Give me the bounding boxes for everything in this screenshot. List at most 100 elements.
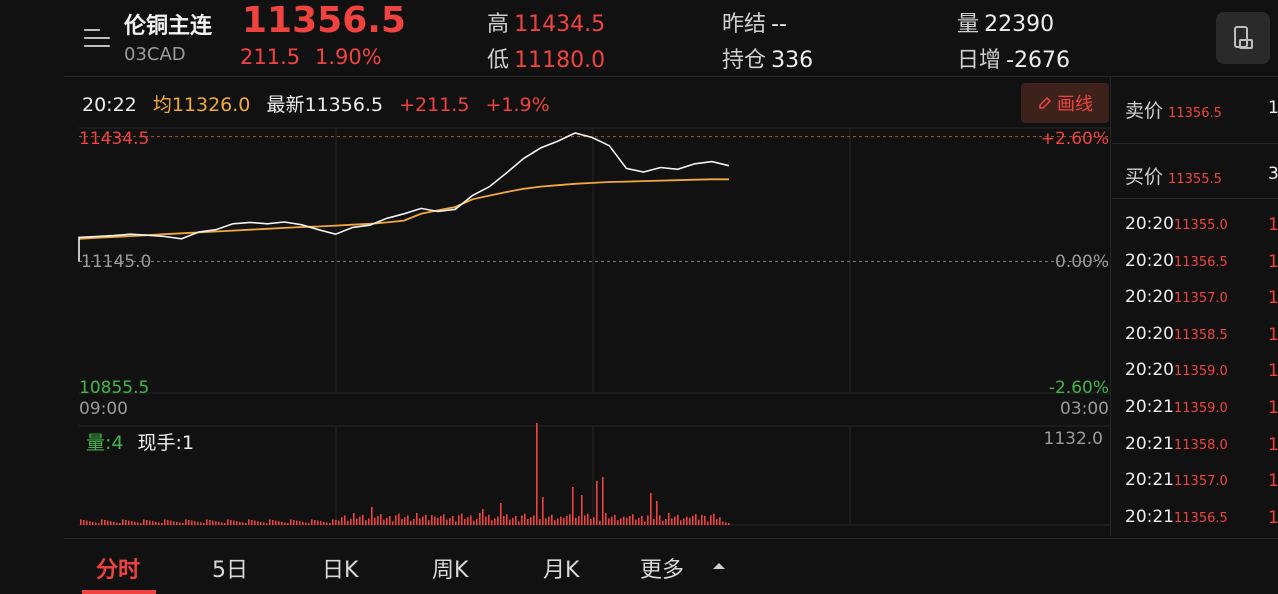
volume-bar xyxy=(362,514,364,525)
volume-bar xyxy=(245,523,247,525)
volume-bar xyxy=(509,519,511,525)
volume-bar xyxy=(350,519,352,525)
trade-price: 11356.5 xyxy=(1174,254,1228,270)
volume-bar xyxy=(275,520,277,525)
volume-bar xyxy=(587,513,589,525)
trade-time: 20:20 xyxy=(1125,323,1174,344)
price-change: 211.5 xyxy=(240,45,301,69)
volume-bar xyxy=(719,517,721,525)
volume-bar xyxy=(392,521,394,525)
volume-bar xyxy=(194,521,196,525)
tab-more[interactable]: 更多 xyxy=(640,558,685,583)
volume-bar xyxy=(119,523,121,525)
draw-line-button[interactable]: 画线 xyxy=(1021,83,1109,123)
volume-bar xyxy=(500,503,502,525)
tab-daily-k[interactable]: 日K xyxy=(322,558,359,583)
time-end-label: 03:00 xyxy=(1060,399,1109,419)
volume-bar xyxy=(677,514,679,525)
volume-bar xyxy=(185,519,187,525)
header-divider xyxy=(64,76,1278,77)
trade-volume: 1 xyxy=(1268,361,1278,382)
volume-bar xyxy=(662,520,664,525)
instrument-name: 伦铜主连 xyxy=(124,14,213,39)
volume-bar xyxy=(518,521,520,525)
volume-bar xyxy=(464,519,466,525)
tab-weekly-k[interactable]: 周K xyxy=(432,558,469,583)
volume-bar xyxy=(335,520,337,525)
volume-bar xyxy=(722,521,724,525)
volume-bar xyxy=(512,517,514,525)
volume-bar xyxy=(200,522,202,525)
volume-bar xyxy=(725,522,727,525)
volume-bar xyxy=(140,523,142,525)
volume-bar xyxy=(368,518,370,525)
menu-icon[interactable] xyxy=(80,24,114,54)
volume-bar xyxy=(86,520,88,525)
trade-time: 20:21 xyxy=(1125,506,1174,527)
trade-row: 20:2111358.0 xyxy=(1125,434,1228,454)
volume-bar xyxy=(443,514,445,525)
volume-bar xyxy=(620,518,622,525)
volume-bar xyxy=(203,523,205,525)
price-line xyxy=(78,132,730,262)
volume-bar xyxy=(521,515,523,525)
volume-bar xyxy=(596,481,598,525)
low-stat: 低 11180.0 xyxy=(487,42,605,74)
volume-bar xyxy=(704,516,706,525)
volume-bar xyxy=(398,513,400,525)
volume-bar xyxy=(569,514,571,525)
phone-rotate-icon xyxy=(1234,26,1253,49)
volume-bar xyxy=(284,522,286,525)
volume-bar xyxy=(317,520,319,525)
volume-bar xyxy=(656,501,658,525)
tab-5day[interactable]: 5日 xyxy=(212,558,248,583)
volume-bar xyxy=(494,518,496,525)
price-chart[interactable] xyxy=(0,0,1110,530)
volume-bar xyxy=(545,518,547,525)
volume-bar xyxy=(116,522,118,525)
ask-volume: 1 xyxy=(1268,98,1278,118)
volume-bar xyxy=(191,520,193,525)
open-interest-stat: 持仓 336 xyxy=(722,42,813,74)
volume-bar xyxy=(482,509,484,525)
volume-bar xyxy=(458,515,460,525)
volume-bar xyxy=(629,516,631,525)
trade-volume: 1 xyxy=(1268,251,1278,272)
volume-bar xyxy=(626,517,628,525)
volume-bar xyxy=(389,516,391,525)
landscape-toggle-button[interactable] xyxy=(1216,12,1270,64)
volume-bar xyxy=(467,517,469,525)
volume-bar xyxy=(266,523,268,525)
volume-bar xyxy=(560,516,562,525)
volume-bar xyxy=(209,520,211,525)
ask-label: 卖价 xyxy=(1125,100,1164,122)
volume-bar xyxy=(410,520,412,525)
volume-bar xyxy=(413,519,415,525)
caret-up-icon[interactable] xyxy=(711,561,727,571)
avg-value: 11326.0 xyxy=(171,94,251,116)
bid-row: 买价 11355.5 xyxy=(1125,162,1222,189)
trade-volume: 1 xyxy=(1268,215,1278,235)
volume-bar xyxy=(167,520,169,525)
volume-bar xyxy=(134,521,136,525)
volume-bar xyxy=(728,523,730,525)
volume-bar xyxy=(716,519,718,525)
volume-bar xyxy=(452,516,454,525)
volume-bar xyxy=(623,516,625,525)
volume-bar xyxy=(530,517,532,525)
trade-time: 20:20 xyxy=(1125,287,1174,308)
volume-bar xyxy=(554,520,556,525)
trade-price: 11358.5 xyxy=(1174,327,1228,343)
volume-bar xyxy=(473,520,475,525)
pencil-icon xyxy=(1039,96,1052,109)
volume-stat: 量 22390 xyxy=(957,6,1054,38)
volume-bar xyxy=(131,521,133,525)
trade-volume: 1 xyxy=(1268,471,1278,492)
tab-monthly-k[interactable]: 月K xyxy=(543,558,580,583)
volume-bar xyxy=(638,517,640,525)
tab-intraday[interactable]: 分时 xyxy=(96,558,141,583)
volume-bars xyxy=(80,423,730,525)
volume-bar xyxy=(440,516,442,525)
trade-time: 20:20 xyxy=(1125,214,1174,234)
volume-bar xyxy=(314,520,316,525)
